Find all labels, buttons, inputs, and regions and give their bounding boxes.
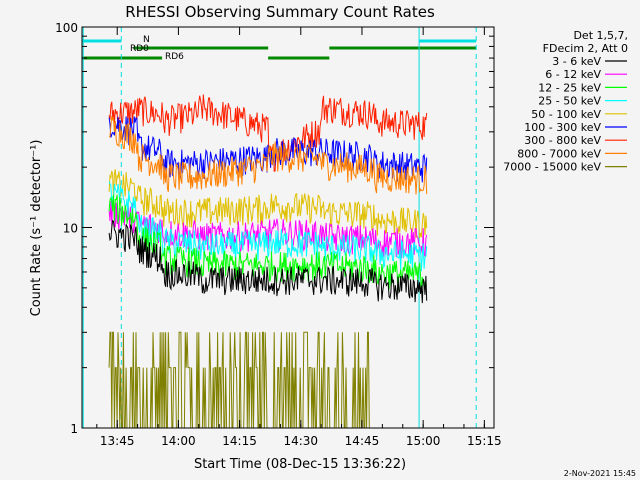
- legend-label: 800 - 7000 keV: [517, 147, 601, 160]
- x-tick-label: 14:15: [222, 434, 257, 448]
- x-tick-label: 14:30: [283, 434, 318, 448]
- flag-label-rd6: RD6: [165, 52, 184, 62]
- series-line: [108, 115, 428, 195]
- legend-label: 3 - 6 keV: [552, 55, 601, 68]
- x-tick-label: 13:45: [100, 434, 135, 448]
- timestamp: 2-Nov-2021 15:45: [564, 469, 636, 478]
- x-tick-label: 15:15: [467, 434, 502, 448]
- x-tick-label: 14:45: [345, 434, 380, 448]
- legend-label: 7000 - 15000 keV: [503, 161, 601, 174]
- y-tick-label: 1: [70, 422, 78, 436]
- series-line: [108, 169, 428, 239]
- chart-title: RHESSI Observing Summary Count Rates: [125, 3, 435, 21]
- y-axis-label: Count Rate (s⁻¹ detector⁻¹): [29, 140, 44, 317]
- y-tick-label: 100: [55, 21, 78, 35]
- x-tick-label: 15:00: [406, 434, 441, 448]
- legend-label: 12 - 25 keV: [538, 81, 601, 94]
- legend-label: 50 - 100 keV: [531, 108, 601, 121]
- x-axis-label: Start Time (08-Dec-15 13:36:22): [194, 457, 406, 472]
- y-tick-label: 10: [63, 222, 78, 236]
- series-line: [108, 194, 428, 292]
- x-tick-label: 14:00: [161, 434, 196, 448]
- axes: 13:45 14:00 14:15 14:30 14:45 15:00 15:15 1 10 10…: [55, 21, 502, 448]
- legend-label: 100 - 300 keV: [524, 121, 601, 134]
- flag-label-rd0: RD0: [130, 44, 149, 54]
- series-line: [108, 94, 428, 172]
- flag-label-n: N: [143, 35, 150, 45]
- series-line: [108, 219, 428, 304]
- legend-header-line-1: Det 1,5,7,: [573, 29, 628, 42]
- legend-label: 25 - 50 keV: [538, 95, 601, 108]
- legend-label: 300 - 800 keV: [524, 134, 601, 147]
- legend-label: 6 - 12 keV: [545, 68, 601, 81]
- legend-header-line-2: FDecim 2, Att 0: [543, 42, 628, 55]
